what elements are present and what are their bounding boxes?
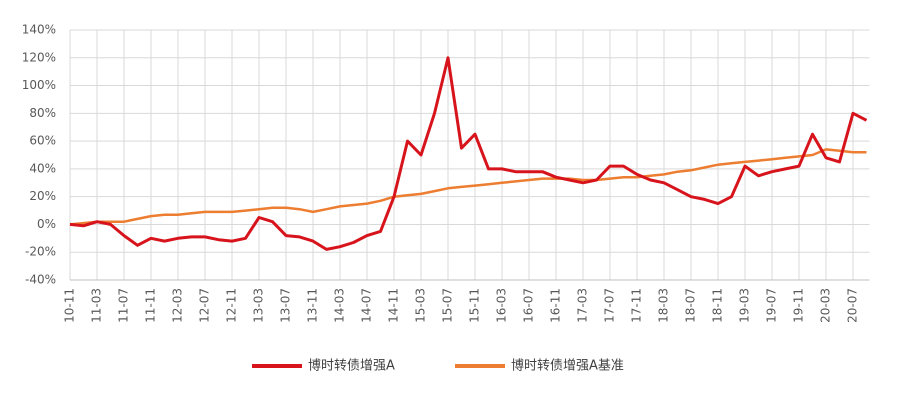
y-tick-label: 60% xyxy=(29,134,56,148)
legend-label: 博时转债增强A基准 xyxy=(511,359,624,374)
legend: 博时转债增强A 博时转债增强A基准 xyxy=(252,359,624,374)
x-tick-label: 11-07 xyxy=(117,288,131,323)
y-tick-label: 100% xyxy=(22,78,56,92)
x-tick-label: 14-03 xyxy=(333,288,347,323)
x-tick-label: 13-07 xyxy=(279,288,293,323)
x-tick-label: 17-11 xyxy=(630,288,644,323)
x-tick-label: 18-11 xyxy=(711,288,725,323)
x-tick-label: 11-11 xyxy=(144,288,158,323)
x-tick-label: 19-07 xyxy=(765,288,779,323)
y-tick-label: 120% xyxy=(22,50,56,64)
x-tick-label: 20-03 xyxy=(819,288,833,323)
x-tick-label: 18-07 xyxy=(684,288,698,323)
x-tick-label: 19-03 xyxy=(738,288,752,323)
x-tick-label: 15-03 xyxy=(414,288,428,323)
x-tick-label: 17-03 xyxy=(576,288,590,323)
y-tick-label: -40% xyxy=(25,273,56,287)
x-tick-label: 13-11 xyxy=(306,288,320,323)
x-tick-label: 15-07 xyxy=(441,288,455,323)
y-tick-label: 80% xyxy=(29,106,56,120)
x-tick-label: 10-11 xyxy=(63,288,77,323)
series-line xyxy=(69,56,868,251)
x-tick-label: 17-07 xyxy=(603,288,617,323)
series-line xyxy=(69,148,867,226)
x-tick-label: 11-03 xyxy=(90,288,104,323)
y-tick-label: 0% xyxy=(37,217,56,231)
y-tick-label: 20% xyxy=(29,189,56,203)
y-tick-label: -20% xyxy=(25,245,56,259)
x-tick-label: 15-11 xyxy=(468,288,482,323)
y-tick-label: 140% xyxy=(22,23,56,37)
x-tick-label: 16-07 xyxy=(522,288,536,323)
x-tick-label: 19-11 xyxy=(792,288,806,323)
y-tick-label: 40% xyxy=(29,161,56,175)
legend-label: 博时转债增强A xyxy=(308,359,395,374)
x-tick-label: 12-07 xyxy=(198,288,212,323)
x-tick-label: 16-03 xyxy=(495,288,509,323)
x-tick-label: 14-07 xyxy=(360,288,374,323)
x-tick-label: 12-11 xyxy=(225,288,239,323)
x-tick-label: 14-11 xyxy=(387,288,401,323)
x-tick-label: 12-03 xyxy=(171,288,185,323)
x-tick-label: 13-03 xyxy=(252,288,266,323)
x-tick-label: 20-07 xyxy=(846,288,860,323)
x-tick-label: 18-03 xyxy=(657,288,671,323)
x-tick-label: 16-11 xyxy=(549,288,563,323)
